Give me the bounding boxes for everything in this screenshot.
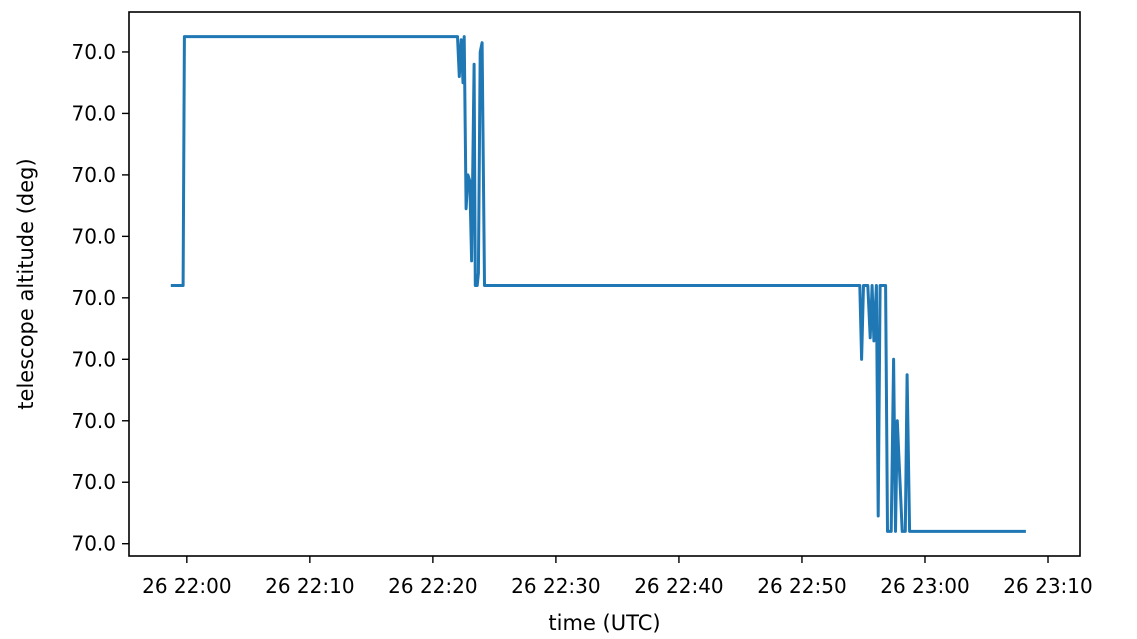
y-tick-label: 70.0: [71, 40, 116, 64]
y-tick-label: 70.0: [71, 163, 116, 187]
y-tick-label: 70.0: [71, 347, 116, 371]
y-tick-label: 70.0: [71, 101, 116, 125]
y-tick-label: 70.0: [71, 470, 116, 494]
x-axis-label: time (UTC): [548, 611, 660, 635]
x-tick-label: 26 22:00: [142, 574, 231, 598]
y-tick-label: 70.0: [71, 532, 116, 556]
series-line: [170, 35, 1026, 533]
x-tick-label: 26 23:00: [880, 574, 969, 598]
x-axis-ticks: 26 22:00 26 22:10 26 22:20 26 22:30 26 22:40…: [142, 556, 1093, 598]
series-layer: [170, 35, 1026, 533]
x-tick-label: 26 22:10: [265, 574, 354, 598]
plot-frame: [128, 11, 1081, 557]
x-tick-label: 26 23:10: [1003, 574, 1092, 598]
x-tick-label: 26 22:40: [634, 574, 723, 598]
x-tick-label: 26 22:20: [388, 574, 477, 598]
y-axis-ticks: 70.0 70.0 70.0 70.0 70.0 70.0 70.0 70.0 70.0: [71, 40, 129, 556]
y-axis-label: telescope altitude (deg): [14, 158, 38, 409]
x-tick-label: 26 22:30: [511, 574, 600, 598]
y-tick-label: 70.0: [71, 409, 116, 433]
x-tick-label: 26 22:50: [757, 574, 846, 598]
y-tick-label: 70.0: [71, 286, 116, 310]
y-tick-label: 70.0: [71, 224, 116, 248]
